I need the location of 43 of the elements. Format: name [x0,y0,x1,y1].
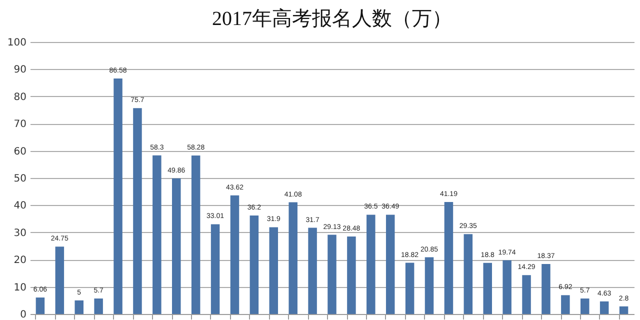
bar [133,108,142,314]
bar [561,295,570,314]
bar [502,260,512,314]
bar [405,262,414,314]
bar [210,224,220,314]
y-tick-label: 80 [14,92,26,103]
y-tick-label: 30 [14,228,26,239]
bar [152,155,162,314]
y-tick-label: 70 [14,119,26,130]
bar [580,298,590,314]
chart-title: 2017年高考报名人数（万） [212,7,452,30]
bar [619,306,628,314]
bar [464,234,473,314]
bar [36,298,45,314]
bar [288,202,298,314]
y-tick-label: 40 [14,200,26,212]
bar [328,234,336,314]
bar [386,214,395,314]
y-tick-label: 10 [14,282,26,294]
y-tick-label: 60 [14,146,26,158]
bar [347,236,356,314]
bar [230,195,240,314]
y-tick-label: 100 [7,38,26,48]
bar [308,228,317,314]
bar [269,227,278,314]
bar [94,298,103,314]
bar [522,275,531,314]
bar [444,202,454,314]
bar [542,264,550,314]
y-tick-label: 90 [14,64,26,76]
bar [250,216,259,314]
y-tick-label: 50 [14,174,26,184]
y-tick-label: 20 [14,255,26,266]
bar [424,257,434,314]
bar [483,262,492,314]
bar [366,214,376,314]
bar [114,78,122,314]
bar [55,246,64,314]
bar [172,178,181,314]
y-tick-label: 0 [20,310,26,320]
bar [191,155,200,314]
bar [600,301,609,314]
bar [74,300,84,314]
